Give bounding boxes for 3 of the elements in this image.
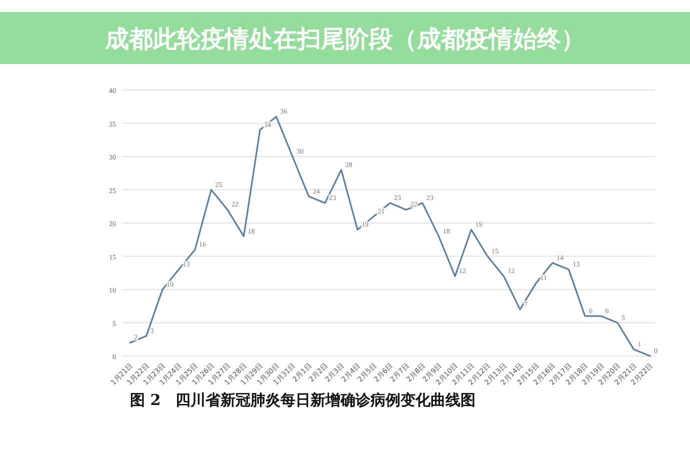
chart-title: 成都此轮疫情处在扫尾阶段（成都疫情始终） bbox=[104, 25, 585, 53]
caption: 图 2 四川省新冠肺炎每日新增确诊病例变化曲线图 bbox=[130, 391, 476, 409]
line-series bbox=[129, 116, 651, 357]
